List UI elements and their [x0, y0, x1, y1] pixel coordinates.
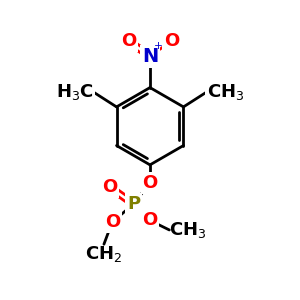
Text: O: O — [164, 32, 179, 50]
Text: $^+$: $^+$ — [151, 41, 163, 56]
Text: O: O — [142, 212, 158, 230]
Text: H$_3$C: H$_3$C — [56, 82, 93, 102]
Text: CH$_3$: CH$_3$ — [207, 82, 244, 102]
Text: O: O — [105, 213, 120, 231]
Text: O: O — [142, 174, 158, 192]
Text: O: O — [121, 32, 136, 50]
Text: O: O — [102, 178, 117, 196]
Text: P: P — [127, 195, 140, 213]
Text: N: N — [142, 47, 158, 66]
Text: CH$_3$: CH$_3$ — [169, 220, 207, 240]
Text: CH$_2$: CH$_2$ — [85, 244, 122, 264]
